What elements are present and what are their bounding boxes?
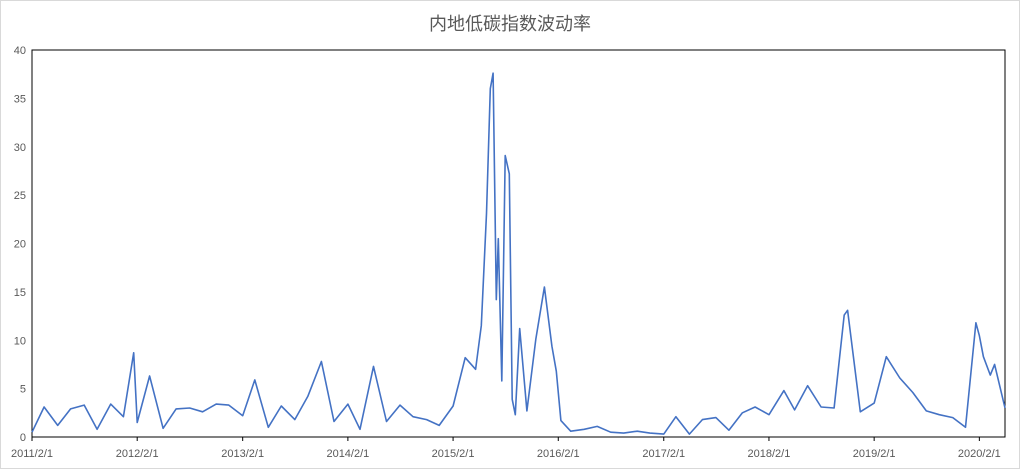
x-tick-label: 2015/2/1 [432, 448, 475, 460]
y-tick-label: 15 [14, 287, 26, 299]
series-line [31, 72, 1006, 435]
x-tick-label: 2013/2/1 [221, 448, 264, 460]
x-tick-label: 2011/2/1 [11, 448, 53, 460]
x-tick-label: 2018/2/1 [748, 448, 791, 460]
series-layer [31, 72, 1006, 435]
y-tick-label: 5 [20, 384, 26, 396]
y-tick-label: 10 [14, 335, 26, 347]
x-tick-label: 2019/2/1 [853, 448, 896, 460]
x-tick-label: 2017/2/1 [642, 448, 685, 460]
y-tick-label: 30 [14, 142, 26, 154]
y-tick-label: 20 [14, 239, 26, 251]
x-tick-label: 2016/2/1 [537, 448, 580, 460]
chart-title: 内地低碳指数波动率 [429, 14, 591, 35]
x-tick-label: 2012/2/1 [116, 448, 159, 460]
plot-frame [31, 49, 1006, 438]
x-tick-label: 2020/2/1 [958, 448, 1001, 460]
y-axis-ticks: 0 5 10 15 20 25 30 35 40 [14, 45, 26, 444]
x-tick-label: 2014/2/1 [326, 448, 369, 460]
y-tick-label: 25 [14, 190, 26, 202]
y-tick-label: 40 [14, 45, 26, 57]
y-tick-label: 0 [20, 432, 26, 444]
x-axis-ticks: 2011/2/1 2012/2/1 2013/2/1 2014/2/1 2015/2/1… [11, 437, 1001, 460]
y-tick-label: 35 [14, 93, 26, 105]
